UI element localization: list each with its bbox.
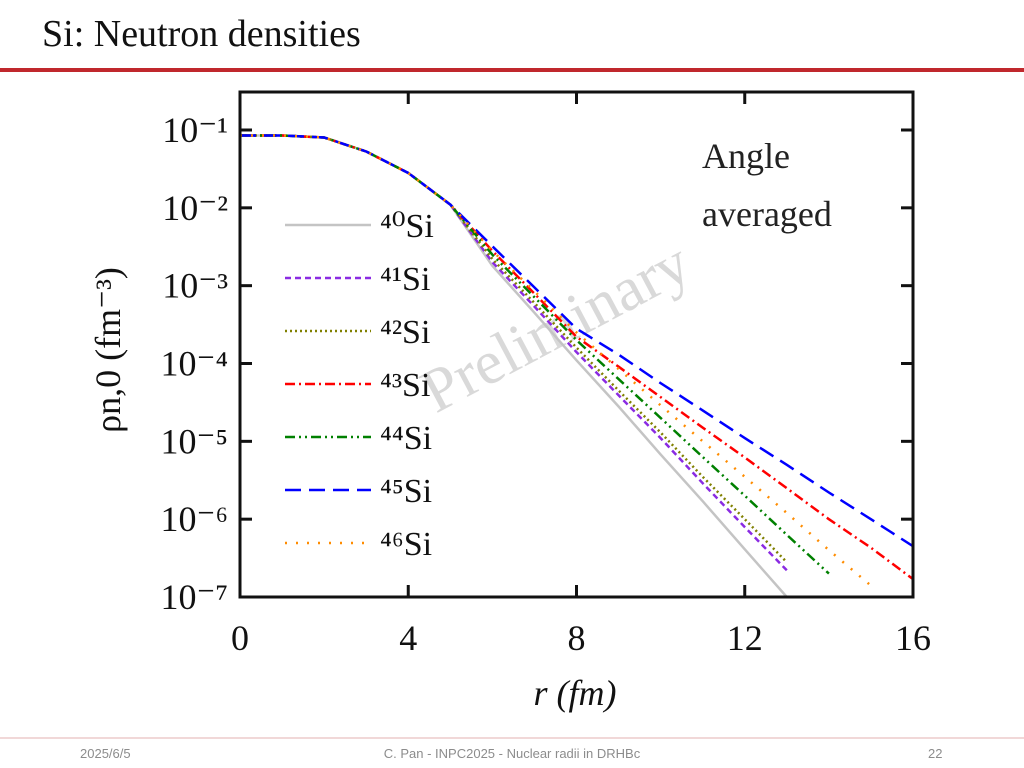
legend-label: ⁴³Si bbox=[380, 367, 430, 404]
footer-center: C. Pan - INPC2025 - Nuclear radii in DRH… bbox=[383, 746, 641, 761]
x-tick-label: 16 bbox=[895, 618, 931, 658]
x-tick-label: 12 bbox=[727, 618, 763, 658]
annotation: Angle bbox=[702, 136, 790, 176]
x-tick-label: 0 bbox=[231, 618, 249, 658]
y-tick-label: 10⁻⁴ bbox=[160, 344, 228, 384]
footer-rule bbox=[0, 737, 1024, 739]
series-line bbox=[240, 134, 913, 548]
y-tick-label: 10⁻⁶ bbox=[160, 499, 228, 539]
y-tick-label: 10⁻² bbox=[162, 188, 228, 228]
legend-label: ⁴⁰Si bbox=[380, 208, 434, 245]
annotation: averaged bbox=[702, 194, 832, 234]
y-tick-label: 10⁻⁷ bbox=[160, 577, 228, 617]
series-line bbox=[240, 134, 788, 564]
legend-label: ⁴⁶Si bbox=[380, 526, 432, 563]
plot-area bbox=[240, 134, 913, 597]
slide-title: Si: Neutron densities bbox=[42, 13, 361, 55]
y-tick-label: 10⁻³ bbox=[162, 266, 228, 306]
footer-date: 2025/6/5 bbox=[80, 746, 131, 761]
y-tick-label: 10⁻⁵ bbox=[160, 421, 228, 461]
x-axis-label: r (fm) bbox=[534, 673, 617, 713]
y-axis-label: ρn,0 (fm⁻³) bbox=[88, 267, 128, 433]
legend-label: ⁴⁴Si bbox=[380, 420, 432, 457]
series-line bbox=[240, 134, 913, 581]
x-tick-label: 4 bbox=[399, 618, 417, 658]
legend-label: ⁴²Si bbox=[380, 314, 430, 351]
watermark: Preliminary bbox=[410, 229, 700, 426]
legend-label: ⁴¹Si bbox=[380, 261, 430, 298]
legend-label: ⁴⁵Si bbox=[380, 473, 432, 510]
title-rule bbox=[0, 68, 1024, 72]
x-tick-label: 8 bbox=[568, 618, 586, 658]
y-tick-label: 10⁻¹ bbox=[162, 110, 228, 150]
footer-page: 22 bbox=[928, 746, 943, 761]
